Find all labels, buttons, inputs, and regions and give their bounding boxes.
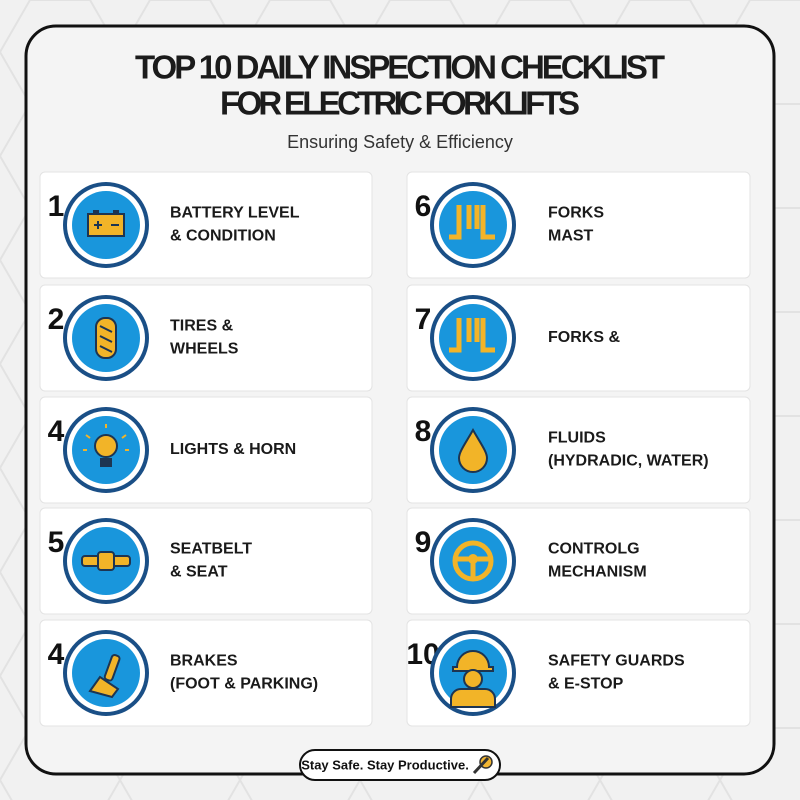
item-number: 9 (415, 526, 432, 559)
bulb-base (100, 458, 112, 467)
item-number: 6 (415, 190, 432, 223)
title-line: FOR ELECTRIC FORKLIFTS (220, 85, 580, 122)
brake-lever (103, 654, 121, 682)
icon (88, 654, 121, 699)
item-label: (FOOT & PARKING) (170, 676, 318, 693)
title-line: TOP 10 DAILY INSPECTION CHECKLIST (135, 49, 665, 86)
battery-terminal (113, 210, 119, 214)
item-label: BATTERY LEVEL (170, 205, 300, 222)
item-number: 7 (415, 303, 432, 336)
worker-body (450, 688, 496, 708)
icon (95, 317, 117, 359)
wrench (472, 756, 490, 775)
item-label: MAST (548, 228, 594, 245)
item-number: 2 (48, 303, 65, 336)
brake-icon (88, 675, 120, 699)
icon-disc (439, 191, 507, 259)
forks-icon (449, 318, 495, 353)
item-label: CONTROLG (548, 541, 640, 558)
item-number: 4 (48, 638, 65, 671)
icon (449, 205, 495, 240)
item-label: FLUIDS (548, 430, 606, 447)
item-number: 8 (415, 415, 432, 448)
footer-text: Stay Safe. Stay Productive. (301, 757, 469, 772)
tools-icon (472, 755, 493, 775)
item-label: & CONDITION (170, 228, 276, 245)
icon (449, 318, 495, 353)
item-label: SAFETY GUARDS (548, 653, 685, 670)
item-number: 1 (48, 190, 65, 223)
icon (450, 650, 496, 708)
helmet-icon (452, 650, 494, 672)
item-label: WHEELS (170, 341, 239, 358)
icon (457, 427, 489, 473)
item-label: MECHANISM (548, 564, 647, 581)
icon-disc (439, 304, 507, 372)
wheel-icon (452, 540, 494, 582)
icon (83, 424, 129, 467)
item-label: SEATBELT (170, 541, 252, 558)
bulb-rays (83, 424, 129, 451)
item-label: (HYDRADIC, WATER) (548, 453, 709, 470)
footer-pill (299, 749, 501, 781)
drop-icon (457, 427, 489, 473)
seatbelt-buckle (97, 551, 115, 571)
item-label: TIRES & (170, 318, 234, 335)
bulb-icon (94, 434, 118, 458)
icon (87, 210, 125, 237)
item-label: BRAKES (170, 653, 238, 670)
item-label: & E-STOP (548, 676, 624, 693)
item-number: 4 (48, 415, 65, 448)
icon (81, 551, 131, 571)
item-label: FORKS (548, 205, 604, 222)
icon (452, 540, 494, 582)
item-label: LIGHTS & HORN (170, 441, 296, 458)
subtitle: Ensuring Safety & Efficiency (287, 132, 513, 152)
battery-icon (87, 213, 125, 237)
battery-terminal (93, 210, 99, 214)
item-number: 5 (48, 526, 65, 559)
tire-tread (99, 325, 113, 353)
battery-signs (94, 221, 119, 229)
forks-icon (449, 205, 495, 240)
worker-head (463, 669, 483, 689)
item-label: FORKS & (548, 329, 620, 346)
item-label: & SEAT (170, 564, 228, 581)
wheel-hub (468, 554, 478, 564)
